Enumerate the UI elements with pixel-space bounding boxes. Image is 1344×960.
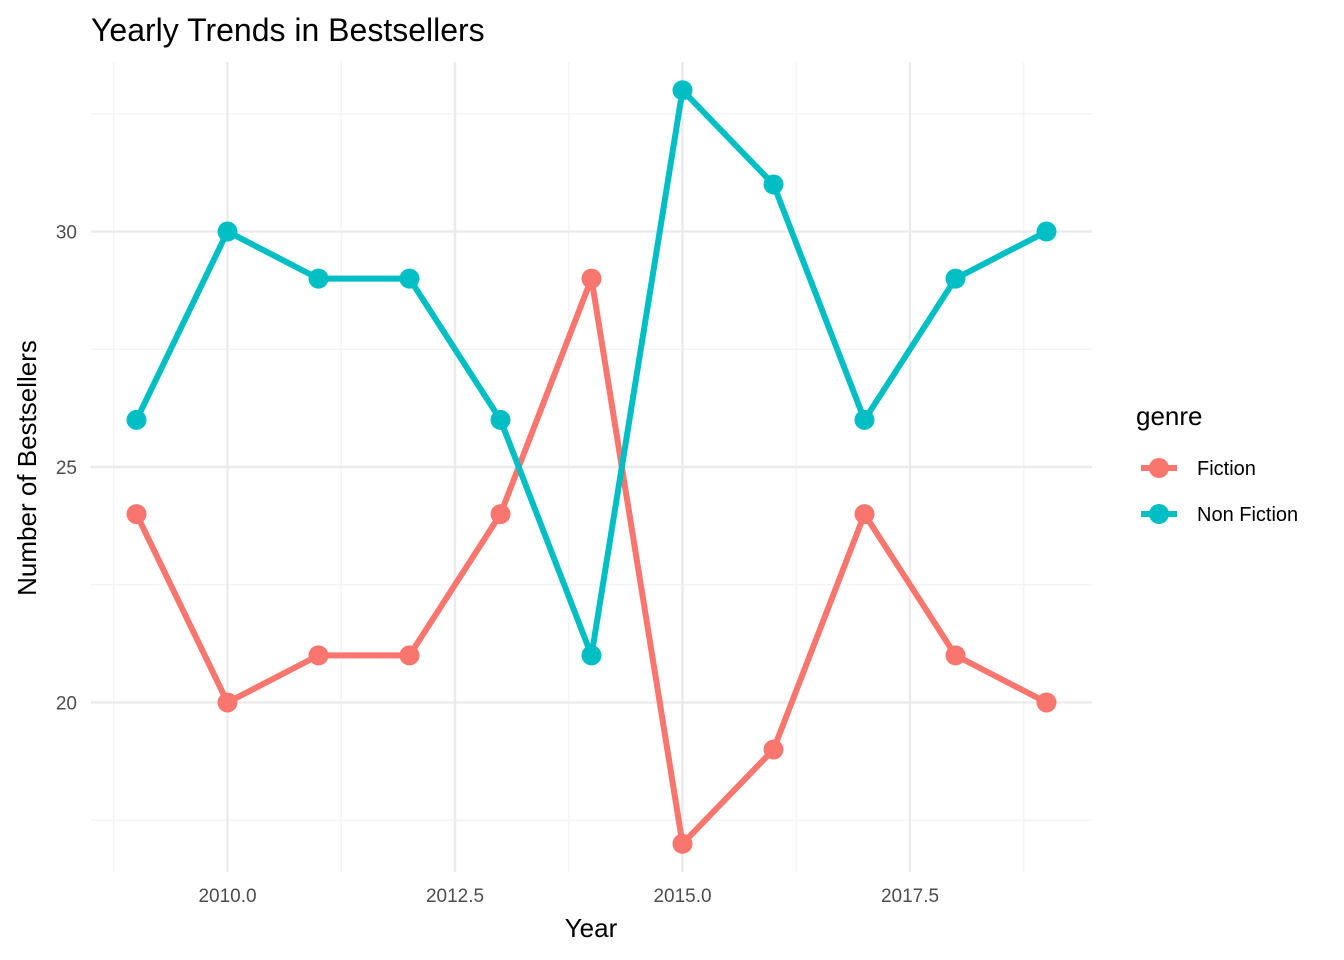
legend-item-fiction: Fiction — [1141, 458, 1256, 480]
plot-area — [126, 80, 1057, 854]
legend-key-point — [1149, 504, 1169, 524]
data-point-fiction — [399, 645, 420, 666]
x-tick-label: 2010.0 — [198, 886, 256, 907]
data-point-fiction — [308, 645, 329, 666]
x-tick-label: 2017.5 — [881, 886, 939, 907]
y-axis: 20 25 30 — [56, 223, 77, 715]
data-point-fiction — [581, 268, 602, 289]
data-point-fiction — [763, 739, 784, 760]
data-point-non-fiction — [1036, 221, 1057, 242]
data-point-non-fiction — [490, 409, 511, 430]
data-point-fiction — [672, 833, 693, 854]
legend: genre Fiction Non Fiction — [1136, 401, 1298, 526]
x-tick-label: 2012.5 — [426, 886, 484, 907]
data-point-fiction — [490, 504, 511, 525]
data-point-non-fiction — [854, 409, 875, 430]
data-point-non-fiction — [217, 221, 238, 242]
chart-title: Yearly Trends in Bestsellers — [91, 12, 485, 48]
legend-item-non-fiction: Non Fiction — [1141, 504, 1298, 526]
data-point-non-fiction — [581, 645, 602, 666]
legend-label: Non Fiction — [1197, 504, 1298, 526]
data-point-fiction — [945, 645, 966, 666]
x-axis-title: Year — [565, 913, 618, 943]
data-point-non-fiction — [126, 409, 147, 430]
y-tick-label: 20 — [56, 693, 77, 714]
data-point-non-fiction — [763, 174, 784, 195]
data-point-non-fiction — [399, 268, 420, 289]
y-tick-label: 25 — [56, 458, 77, 479]
grid — [91, 62, 1092, 872]
data-point-fiction — [217, 692, 238, 713]
legend-title: genre — [1136, 401, 1203, 431]
data-point-non-fiction — [308, 268, 329, 289]
y-axis-title: Number of Bestsellers — [12, 340, 42, 596]
data-point-fiction — [1036, 692, 1057, 713]
data-point-non-fiction — [672, 80, 693, 101]
legend-label: Fiction — [1197, 458, 1256, 480]
data-point-fiction — [126, 504, 147, 525]
legend-key-point — [1149, 458, 1169, 478]
data-point-fiction — [854, 504, 875, 525]
x-tick-label: 2015.0 — [653, 886, 711, 907]
y-tick-label: 30 — [56, 223, 77, 244]
x-axis: 2010.0 2012.5 2015.0 2017.5 — [198, 886, 939, 907]
data-point-non-fiction — [945, 268, 966, 289]
